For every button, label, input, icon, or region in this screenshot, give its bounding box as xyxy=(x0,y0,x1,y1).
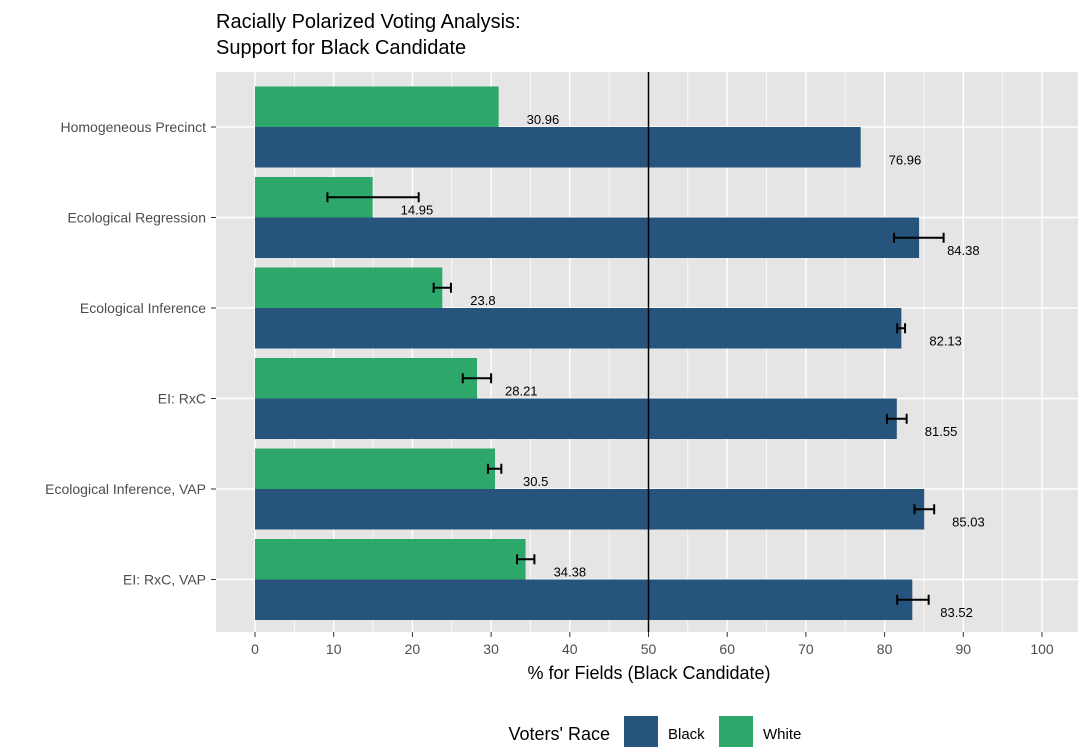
x-tick-label: 10 xyxy=(326,641,342,657)
error-bar-black-ecological-regression xyxy=(893,232,945,243)
y-tick-label: Ecological Regression xyxy=(67,210,206,226)
x-tick-label: 50 xyxy=(641,641,657,657)
x-tick-label: 60 xyxy=(719,641,735,657)
bar-black-ecological-regression xyxy=(255,217,920,258)
legend: Voters' Race Black White xyxy=(509,716,801,748)
error-bar-black-ecological-inference xyxy=(896,323,907,334)
bar-black-ei-rxc xyxy=(255,398,897,439)
x-tick-label: 0 xyxy=(251,641,259,657)
data-label-black-ecological-inference-vap: 85.03 xyxy=(952,515,985,530)
x-tick-label: 20 xyxy=(405,641,421,657)
error-bar-black-ei-rxc xyxy=(885,413,908,424)
x-axis: 0 10 20 30 40 50 60 70 80 90 100 xyxy=(251,632,1054,657)
x-axis-label: % for Fields (Black Candidate) xyxy=(527,663,770,683)
x-tick-label: 40 xyxy=(562,641,578,657)
data-label-black-ecological-regression: 84.38 xyxy=(947,243,980,258)
bar-white-ecological-inference-vap xyxy=(255,448,496,489)
y-tick-label: Ecological Inference xyxy=(80,300,206,316)
data-label-black-ei-rxc-vap: 83.52 xyxy=(940,605,973,620)
y-axis: Homogeneous Precinct Ecological Regressio… xyxy=(45,119,216,588)
data-label-white-ei-rxc-vap: 34.38 xyxy=(554,565,587,580)
data-label-black-ecological-inference: 82.13 xyxy=(929,334,962,349)
x-tick-label: 70 xyxy=(798,641,814,657)
error-bar-black-ei-rxc-vap xyxy=(896,594,930,605)
legend-label-black: Black xyxy=(668,726,705,743)
legend-label-white: White xyxy=(763,726,801,743)
bar-black-ecological-inference xyxy=(255,308,902,349)
bar-white-ei-rxc xyxy=(255,358,478,399)
data-label-black-homogeneous-precinct: 76.96 xyxy=(889,153,922,168)
y-tick-label: Ecological Inference, VAP xyxy=(45,481,206,497)
chart-title-line-2: Support for Black Candidate xyxy=(216,37,466,59)
legend-key-black xyxy=(624,716,658,748)
bar-white-ei-rxc-vap xyxy=(255,539,526,580)
data-label-white-ecological-inference: 23.8 xyxy=(470,293,495,308)
error-bar-black-ecological-inference-vap xyxy=(913,504,936,515)
bar-white-ecological-inference xyxy=(255,267,443,308)
bar-white-homogeneous-precinct xyxy=(255,86,499,127)
chart-title-line-1: Racially Polarized Voting Analysis: xyxy=(216,11,521,33)
x-tick-label: 80 xyxy=(877,641,893,657)
bars xyxy=(255,86,925,620)
data-label-black-ei-rxc: 81.55 xyxy=(925,424,958,439)
legend-title: Voters' Race xyxy=(509,724,611,744)
y-tick-label: Homogeneous Precinct xyxy=(60,119,206,135)
error-bar-white-ei-rxc-vap xyxy=(516,554,536,565)
error-bar-white-ei-rxc xyxy=(461,373,493,384)
data-label-white-ecological-inference-vap: 30.5 xyxy=(523,474,548,489)
error-bars xyxy=(326,192,945,605)
error-bar-white-ecological-regression xyxy=(326,192,420,203)
x-tick-label: 100 xyxy=(1030,641,1054,657)
data-label-white-homogeneous-precinct: 30.96 xyxy=(527,112,560,127)
x-tick-label: 90 xyxy=(956,641,972,657)
legend-key-white xyxy=(719,716,753,748)
data-label-white-ecological-regression: 14.95 xyxy=(401,203,434,218)
bar-black-ei-rxc-vap xyxy=(255,579,913,620)
bar-black-homogeneous-precinct xyxy=(255,127,861,168)
y-tick-label: EI: RxC xyxy=(158,391,206,407)
data-label-white-ei-rxc: 28.21 xyxy=(505,384,538,399)
data-labels: 30.96 76.96 14.95 84.38 23.8 82.13 28.21 81.55 3… xyxy=(401,112,985,620)
x-tick-label: 30 xyxy=(483,641,499,657)
bar-black-ecological-inference-vap xyxy=(255,489,925,530)
y-tick-label: EI: RxC, VAP xyxy=(123,572,206,588)
error-bar-white-ecological-inference-vap xyxy=(486,463,503,474)
error-bar-white-ecological-inference xyxy=(432,282,452,293)
